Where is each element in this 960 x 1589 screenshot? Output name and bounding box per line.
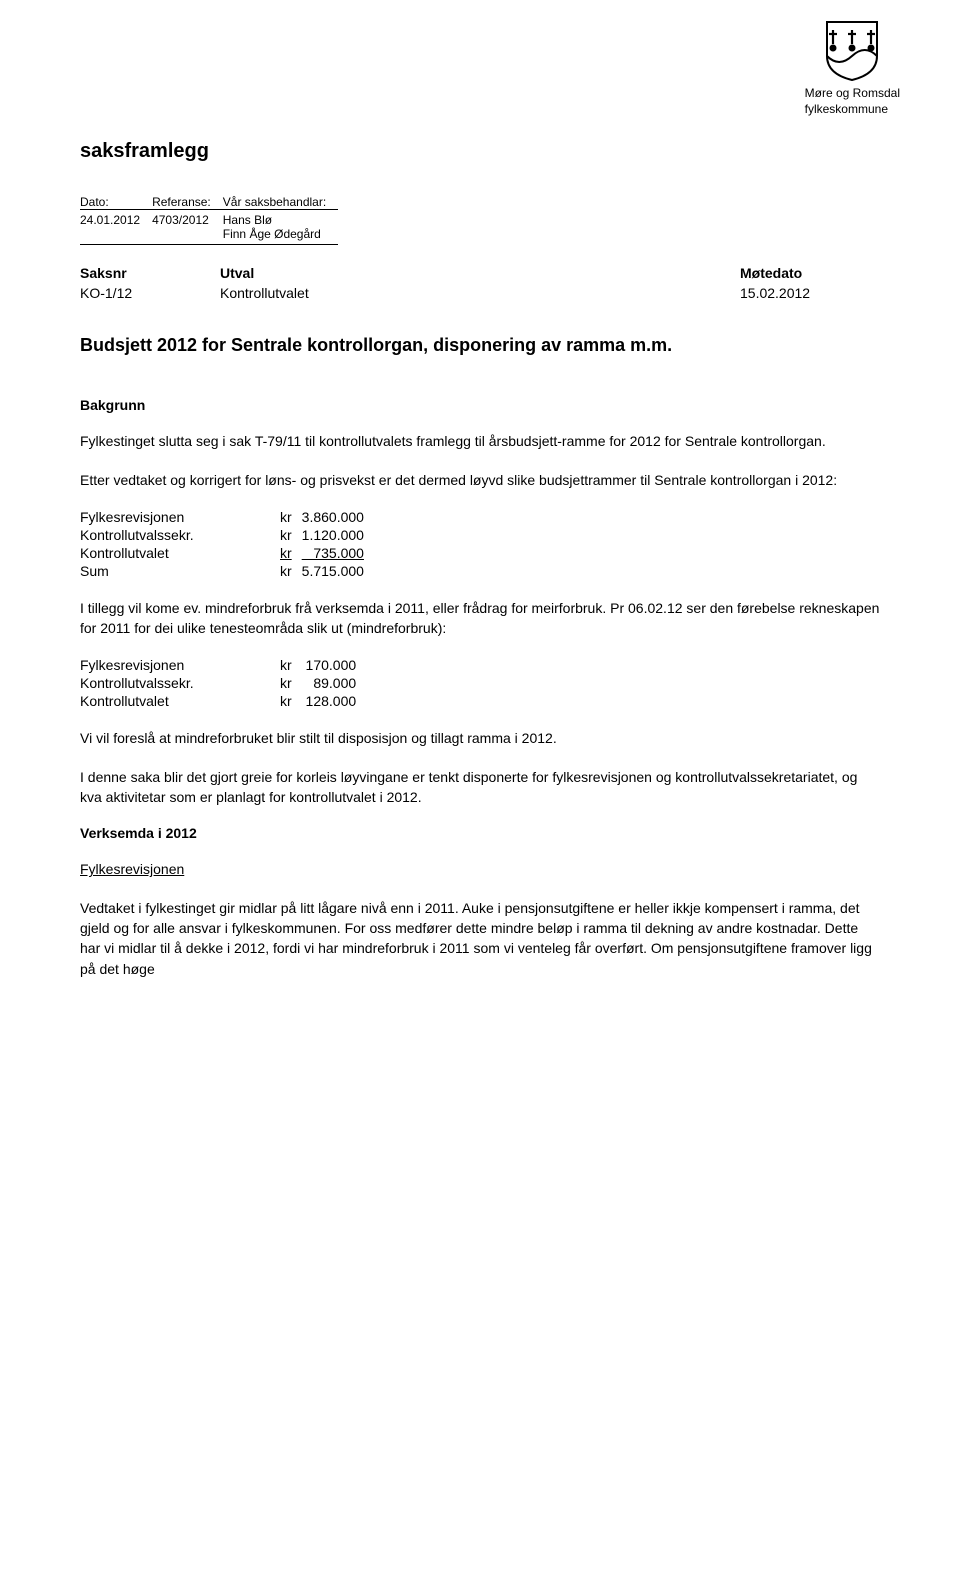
budget-prefix: kr bbox=[280, 562, 302, 580]
saks-utval: Kontrollutvalet bbox=[220, 283, 740, 303]
paragraph-4: Vi vil foreslå at mindreforbruket blir s… bbox=[80, 728, 880, 748]
budget-label: Kontrollutvalssekr. bbox=[80, 674, 280, 692]
bakgrunn-heading: Bakgrunn bbox=[80, 397, 880, 413]
budget-prefix: kr bbox=[280, 692, 302, 710]
table-row: Kontrollutvalet kr 128.000 bbox=[80, 692, 366, 710]
budget-prefix: kr bbox=[280, 674, 302, 692]
meta-referanse: 4703/2012 bbox=[152, 210, 223, 245]
table-row: Kontrollutvalet kr 735.000 bbox=[80, 544, 374, 562]
document-type: saksframlegg bbox=[80, 140, 880, 163]
paragraph-2: Etter vedtaket og korrigert for løns- og… bbox=[80, 470, 880, 490]
table-row: Kontrollutvalssekr. kr 89.000 bbox=[80, 674, 366, 692]
budget-label: Kontrollutvalet bbox=[80, 692, 280, 710]
budget-table-2: Fylkesrevisjonen kr 170.000 Kontrollutva… bbox=[80, 656, 366, 710]
budget-label: Kontrollutvalssekr. bbox=[80, 526, 280, 544]
budget-prefix: kr bbox=[280, 526, 302, 544]
budget-value: 5.715.000 bbox=[302, 562, 374, 580]
budget-value: 128.000 bbox=[302, 692, 367, 710]
table-row: Fylkesrevisjonen kr 3.860.000 bbox=[80, 508, 374, 526]
org-logo: Møre og Romsdal fylkeskommune bbox=[805, 20, 900, 117]
saks-header-saksnr: Saksnr bbox=[80, 263, 220, 283]
meta-dato: 24.01.2012 bbox=[80, 210, 152, 245]
budget-table-1: Fylkesrevisjonen kr 3.860.000 Kontrollut… bbox=[80, 508, 374, 580]
meta-header-saksbehandlar: Vår saksbehandlar: bbox=[223, 193, 338, 210]
saks-header-motedato: Møtedato bbox=[740, 263, 880, 283]
budget-label: Fylkesrevisjonen bbox=[80, 508, 280, 526]
document-title: Budsjett 2012 for Sentrale kontrollorgan… bbox=[80, 333, 880, 357]
paragraph-1: Fylkestinget slutta seg i sak T-79/11 ti… bbox=[80, 431, 880, 451]
budget-prefix: kr bbox=[280, 544, 302, 562]
paragraph-6: Vedtaket i fylkestinget gir midlar på li… bbox=[80, 898, 880, 979]
meta-saksbehandlar-1: Hans Blø bbox=[223, 213, 326, 227]
budget-prefix: kr bbox=[280, 656, 302, 674]
saks-header-utval: Utval bbox=[220, 263, 740, 283]
budget-label: Fylkesrevisjonen bbox=[80, 656, 280, 674]
shield-icon bbox=[825, 20, 879, 82]
meta-header-referanse: Referanse: bbox=[152, 193, 223, 210]
table-row: Sum kr 5.715.000 bbox=[80, 562, 374, 580]
saks-saksnr: KO-1/12 bbox=[80, 283, 220, 303]
logo-text-line2: fylkeskommune bbox=[805, 102, 900, 118]
saks-table: Saksnr Utval Møtedato KO-1/12 Kontrollut… bbox=[80, 263, 880, 303]
table-row: Kontrollutvalssekr. kr 1.120.000 bbox=[80, 526, 374, 544]
budget-value: 89.000 bbox=[302, 674, 367, 692]
logo-text-line1: Møre og Romsdal bbox=[805, 86, 900, 102]
budget-value: 170.000 bbox=[302, 656, 367, 674]
meta-header-dato: Dato: bbox=[80, 193, 152, 210]
paragraph-3: I tillegg vil kome ev. mindreforbruk frå… bbox=[80, 598, 880, 639]
budget-value: 3.860.000 bbox=[302, 508, 374, 526]
paragraph-5: I denne saka blir det gjort greie for ko… bbox=[80, 767, 880, 808]
budget-value: 1.120.000 bbox=[302, 526, 374, 544]
saks-motedato: 15.02.2012 bbox=[740, 283, 880, 303]
fylkesrevisjonen-heading: Fylkesrevisjonen bbox=[80, 861, 184, 877]
budget-prefix: kr bbox=[280, 508, 302, 526]
budget-value: 735.000 bbox=[302, 544, 374, 562]
meta-saksbehandlar-2: Finn Åge Ødegård bbox=[223, 227, 326, 241]
table-row: Fylkesrevisjonen kr 170.000 bbox=[80, 656, 366, 674]
verksemda-heading: Verksemda i 2012 bbox=[80, 825, 880, 841]
budget-label: Sum bbox=[80, 562, 280, 580]
meta-table: Dato: Referanse: Vår saksbehandlar: 24.0… bbox=[80, 193, 338, 245]
budget-label: Kontrollutvalet bbox=[80, 544, 280, 562]
